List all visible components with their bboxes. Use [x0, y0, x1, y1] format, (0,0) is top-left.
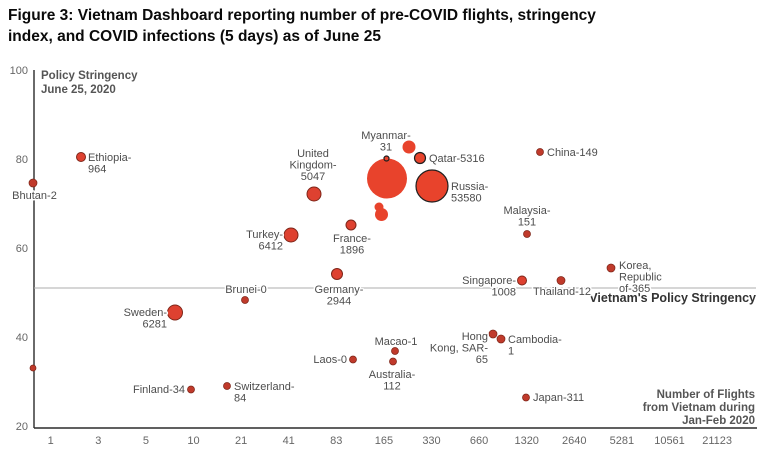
y-tick-label: 60	[16, 243, 28, 255]
y-tick-label: 20	[16, 421, 28, 433]
point-label-sweden: Sweden-6281	[124, 307, 168, 331]
x-tick-label: 330	[422, 435, 440, 447]
point-label-united-kingdom: United Kingdom-5047	[289, 148, 336, 183]
point-label-ethiopia: Ethiopia-964	[88, 152, 132, 176]
data-point-finland[interactable]	[187, 385, 195, 394]
point-label-finland: Finland-34	[133, 384, 185, 396]
data-point-brunei[interactable]	[241, 296, 249, 304]
x-tick-label: 10	[187, 435, 199, 447]
data-point-unlabeled-blob-upper[interactable]	[374, 202, 384, 212]
data-point-japan[interactable]	[522, 393, 530, 402]
x-tick-label: 41	[283, 435, 295, 447]
point-label-germany: Germany-2944	[315, 284, 364, 308]
point-label-bhutan: Bhutan-2	[12, 190, 57, 202]
data-point-sweden[interactable]	[167, 304, 183, 321]
data-points-layer	[28, 140, 616, 402]
point-label-turkey: Turkey-6412	[246, 229, 283, 253]
point-label-malaysia: Malaysia-151	[503, 205, 550, 229]
point-label-macao: Macao-1	[375, 336, 418, 348]
x-tick-label: 2640	[562, 435, 586, 447]
data-point-turkey[interactable]	[283, 227, 299, 243]
point-label-france: France-1896	[333, 233, 371, 257]
data-point-ethiopia[interactable]	[76, 152, 86, 162]
point-label-japan: Japan-311	[533, 392, 584, 404]
point-label-switzerland: Switzerland-84	[234, 381, 295, 405]
x-tick-label: 21	[235, 435, 247, 447]
data-point-laos[interactable]	[349, 355, 357, 364]
x-tick-label: 3	[95, 435, 101, 447]
data-point-malaysia[interactable]	[523, 230, 531, 238]
data-point-china[interactable]	[536, 148, 544, 156]
data-point-germany[interactable]	[331, 268, 343, 280]
x-tick-label: 1320	[514, 435, 538, 447]
data-point-australia[interactable]	[389, 357, 397, 366]
data-point-thailand[interactable]	[556, 276, 566, 285]
data-point-unlabeled-medium-bubble[interactable]	[402, 140, 416, 154]
x-tick-label: 83	[330, 435, 342, 447]
data-labels-layer: Bhutan-2 Ethiopia-964 United Kingdom-5047 My…	[11, 129, 664, 407]
figure-title-line2: index, and COVID infections (5 days) as …	[8, 28, 381, 45]
point-label-thailand: Thailand-12	[533, 286, 591, 298]
data-point-qatar[interactable]	[413, 151, 427, 165]
figure-title-line1: Figure 3: Vietnam Dashboard reporting nu…	[8, 7, 596, 24]
x-axis-title-line3: Jan-Feb 2020	[682, 415, 755, 427]
y-tick-label: 40	[16, 332, 28, 344]
point-label-qatar: Qatar-5316	[429, 153, 485, 165]
point-label-brunei: Brunei-0	[225, 284, 267, 296]
point-label-russia: Russia-53580	[451, 181, 489, 205]
data-point-macao[interactable]	[391, 347, 399, 355]
point-label-hong-kong-sar: Hong Kong, SAR-65	[430, 331, 488, 366]
point-label-australia: Australia-112	[369, 369, 416, 393]
y-axis-ticks: 100 80 60 40 20	[10, 65, 28, 433]
data-point-myanmar[interactable]	[383, 155, 390, 162]
data-point-singapore[interactable]	[517, 275, 527, 286]
x-axis-title-line1: Number of Flights	[657, 389, 755, 401]
point-label-china: China-149	[547, 147, 598, 159]
x-tick-label: 10561	[654, 435, 685, 447]
y-axis-title-line1: Policy Stringency	[41, 70, 138, 82]
point-label-singapore: Singapore-1008	[462, 275, 516, 299]
x-tick-label: 5281	[610, 435, 634, 447]
y-tick-label: 80	[16, 154, 28, 166]
data-point-cambodia[interactable]	[496, 334, 506, 344]
point-label-myanmar: Myanmar-31	[361, 130, 411, 154]
x-tick-label: 5	[143, 435, 149, 447]
data-point-unlabeled-axis-dot[interactable]	[29, 364, 37, 372]
x-axis-title-line2: from Vietnam during	[643, 402, 755, 414]
data-point-switzerland[interactable]	[223, 382, 231, 390]
y-tick-label: 100	[10, 65, 28, 77]
point-label-korea-republic-of: Korea, Republic of-365	[619, 260, 662, 295]
point-label-laos: Laos-0	[313, 354, 347, 366]
data-point-unlabeled-large-bubble[interactable]	[367, 158, 407, 199]
x-tick-label: 165	[375, 435, 393, 447]
x-axis-ticks: 1 3 5 10 21 41 83 165 330 660 1320 2640 5281 10561 211…	[48, 435, 732, 447]
data-point-united-kingdom[interactable]	[306, 186, 322, 202]
y-axis-title-line2: June 25, 2020	[41, 84, 116, 96]
figure-title: Figure 3: Vietnam Dashboard reporting nu…	[8, 5, 708, 47]
point-label-cambodia: Cambodia-1	[508, 334, 562, 358]
data-point-russia[interactable]	[415, 169, 449, 203]
reference-line-label: Vietnam's Policy Stringency	[589, 291, 756, 305]
x-tick-label: 21123	[702, 435, 732, 447]
data-point-hong-kong-sar[interactable]	[488, 329, 498, 339]
data-point-bhutan[interactable]	[28, 178, 38, 188]
x-tick-label: 1	[48, 435, 54, 447]
x-tick-label: 660	[470, 435, 488, 447]
data-point-france[interactable]	[345, 219, 357, 231]
data-point-korea-republic-of[interactable]	[606, 263, 616, 273]
